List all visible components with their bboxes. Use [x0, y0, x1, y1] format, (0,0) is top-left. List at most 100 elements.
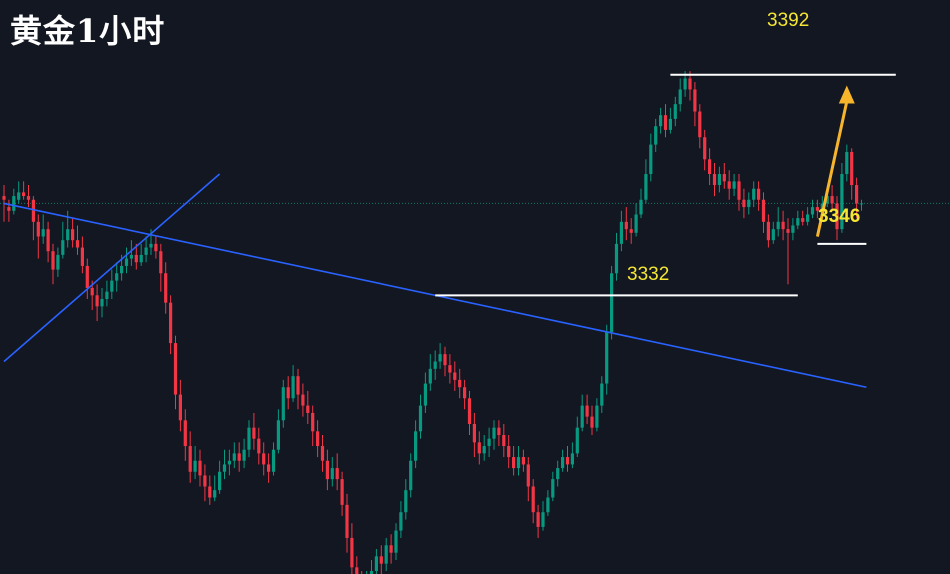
candle-body: [389, 545, 393, 553]
support-level-label: 3332: [627, 264, 670, 285]
candle-body: [335, 468, 339, 480]
candle-body: [806, 214, 810, 222]
candle-body: [75, 240, 80, 248]
candle-body: [350, 537, 354, 568]
candle-body: [757, 188, 761, 200]
candle-body: [654, 126, 658, 145]
candle-body: [565, 457, 570, 465]
candle-body: [835, 203, 839, 230]
candle-body: [619, 221, 623, 244]
candle-body: [281, 387, 285, 421]
candle-body: [629, 229, 633, 233]
candle-body: [796, 218, 800, 226]
candle-body: [262, 453, 266, 465]
candle-body: [159, 251, 163, 274]
candle-body: [22, 192, 26, 197]
candle-body: [536, 512, 540, 527]
candle-body: [46, 229, 50, 252]
candle-body: [698, 111, 702, 138]
candle-body: [90, 287, 94, 296]
candle-body: [580, 405, 584, 428]
candle-body: [482, 446, 486, 454]
candle-body: [306, 405, 310, 413]
candle-body: [36, 221, 40, 237]
candle-body: [644, 174, 648, 200]
candle-body: [193, 460, 197, 472]
candle-body: [237, 453, 241, 461]
candle-body: [507, 446, 511, 458]
candle-body: [242, 449, 246, 461]
candle-body: [173, 343, 178, 395]
candle-body: [801, 218, 805, 222]
candle-body: [120, 265, 124, 274]
candle-body: [448, 365, 452, 373]
ascending-trendline: [3, 173, 221, 363]
candle-body: [649, 144, 653, 175]
candle-body: [610, 273, 614, 333]
candle-body: [26, 196, 31, 200]
candle-body: [100, 299, 104, 307]
candle-body: [791, 225, 795, 233]
candle-body: [521, 457, 525, 465]
candle-body: [668, 118, 672, 130]
candle-body: [634, 214, 638, 233]
current-low-level-label: 3346: [818, 206, 861, 227]
candle-body: [129, 254, 133, 259]
candle-body: [737, 181, 741, 200]
candle-body: [840, 174, 844, 230]
resistance-level-label: 3392: [767, 10, 810, 31]
candle-body: [502, 435, 506, 447]
candle-body: [316, 431, 320, 447]
candle-body: [149, 243, 153, 248]
candle-body: [423, 383, 427, 406]
candle-body: [41, 229, 45, 237]
candle-body: [311, 412, 315, 432]
candle-body: [614, 243, 619, 274]
candle-body: [659, 115, 663, 127]
candle-body: [815, 207, 819, 211]
candle-body: [345, 504, 349, 538]
candle-body: [124, 258, 129, 266]
candle-body: [512, 457, 516, 469]
candle-body: [590, 416, 594, 428]
candle-body: [859, 203, 864, 205]
candle-body: [301, 394, 305, 406]
chart-title: 黄金1小时: [10, 12, 166, 50]
candle-body: [399, 512, 403, 531]
candle-body: [600, 383, 604, 406]
candle-body: [409, 460, 413, 491]
candle-body: [394, 530, 398, 553]
candle-body: [855, 185, 859, 204]
candle-body: [56, 254, 60, 270]
candle-body: [850, 151, 854, 186]
candle-body: [218, 471, 222, 491]
candle-body: [463, 387, 467, 399]
candle-body: [541, 512, 545, 527]
candle-body: [80, 247, 84, 266]
candle-body: [624, 221, 628, 230]
candle-body: [61, 240, 65, 255]
candle-body: [477, 442, 481, 454]
candle-body: [31, 199, 35, 222]
candle-body: [570, 453, 574, 465]
candle-body: [845, 151, 849, 175]
candle-body: [781, 221, 785, 230]
candle-body: [2, 196, 6, 200]
candle-body: [732, 181, 736, 189]
candle-body: [330, 468, 334, 480]
candle-body: [198, 460, 202, 476]
candle-body: [776, 221, 780, 230]
candle-body: [134, 254, 138, 263]
arrow-up-icon: [838, 85, 855, 104]
candle-body: [605, 332, 609, 384]
candle-body: [208, 486, 212, 498]
candle-body: [105, 291, 109, 299]
arrow-shaft: [815, 101, 849, 237]
candle-body: [418, 405, 423, 432]
candle-body: [673, 104, 677, 119]
candle-body: [727, 181, 731, 189]
candle-body: [678, 89, 682, 105]
candle-body: [438, 354, 442, 362]
